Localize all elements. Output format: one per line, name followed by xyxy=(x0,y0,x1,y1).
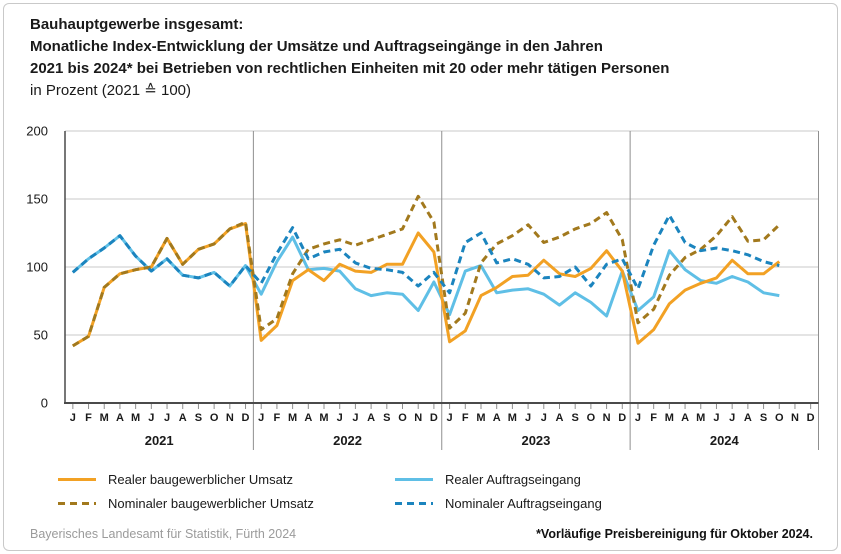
chart-title: Bauhauptgewerbe insgesamt: Monatliche In… xyxy=(30,14,820,102)
month-label: A xyxy=(556,412,564,424)
month-label: O xyxy=(587,412,596,424)
month-label: O xyxy=(775,412,784,424)
month-label: F xyxy=(274,412,281,424)
month-label: M xyxy=(476,412,485,424)
legend-item-nominaler-umsatz: Nominaler baugewerblicher Umsatz xyxy=(58,496,395,511)
month-label: J xyxy=(352,412,358,424)
series-line-0 xyxy=(72,222,781,348)
title-line-1: Bauhauptgewerbe insgesamt: xyxy=(30,16,244,33)
ytick-label-0: 0 xyxy=(41,396,48,411)
month-label: O xyxy=(210,412,219,424)
month-label: S xyxy=(760,412,767,424)
legend-label-realer-umsatz: Realer baugewerblicher Umsatz xyxy=(108,472,293,487)
month-label: S xyxy=(383,412,390,424)
month-label: D xyxy=(242,412,250,424)
title-line-4: in Prozent (2021 ≙ 100) xyxy=(30,82,191,99)
month-label: D xyxy=(618,412,626,424)
month-label: A xyxy=(681,412,689,424)
footer: Bayerisches Landesamt für Statistik, Für… xyxy=(30,527,813,541)
legend-swatch-dashed-blue xyxy=(395,502,433,505)
month-label: J xyxy=(70,412,76,424)
legend-item-nominaler-auftragseingang: Nominaler Auftragseingang xyxy=(395,496,602,511)
month-label: N xyxy=(226,412,234,424)
month-label: D xyxy=(807,412,815,424)
year-label-2021: 2021 xyxy=(145,433,174,448)
year-label-2022: 2022 xyxy=(333,433,362,448)
legend-label-realer-auftragseingang: Realer Auftragseingang xyxy=(445,472,581,487)
month-label: A xyxy=(493,412,501,424)
title-line-2: Monatliche Index-Entwicklung der Umsätze… xyxy=(30,38,603,55)
month-label: M xyxy=(319,412,328,424)
legend-swatch-dashed-brown xyxy=(58,502,96,505)
footer-source: Bayerisches Landesamt für Statistik, Für… xyxy=(30,527,297,541)
month-label: N xyxy=(791,412,799,424)
legend-item-realer-auftragseingang: Realer Auftragseingang xyxy=(395,472,602,487)
legend-swatch-solid-orange xyxy=(58,478,96,481)
month-label: M xyxy=(100,412,109,424)
year-label-2024: 2024 xyxy=(710,433,740,448)
month-label: F xyxy=(462,412,469,424)
month-label: N xyxy=(414,412,422,424)
series-line-2 xyxy=(71,234,780,318)
month-label: A xyxy=(179,412,187,424)
legend: Realer baugewerblicher Umsatz Realer Auf… xyxy=(58,472,602,511)
title-line-3: 2021 bis 2024* bei Betrieben von rechtli… xyxy=(30,60,670,77)
month-label: A xyxy=(744,412,752,424)
month-label: M xyxy=(508,412,517,424)
month-label: F xyxy=(650,412,657,424)
month-label: S xyxy=(572,412,579,424)
legend-label-nominaler-umsatz: Nominaler baugewerblicher Umsatz xyxy=(108,496,314,511)
ytick-label-50: 50 xyxy=(34,328,48,343)
month-label: J xyxy=(148,412,154,424)
ytick-label-100: 100 xyxy=(26,260,48,275)
series-line-1 xyxy=(72,194,781,348)
month-label: J xyxy=(258,412,264,424)
legend-label-nominaler-auftragseingang: Nominaler Auftragseingang xyxy=(445,496,602,511)
month-label: J xyxy=(447,412,453,424)
month-label: M xyxy=(665,412,674,424)
ytick-label-200: 200 xyxy=(26,124,48,139)
month-label: A xyxy=(367,412,375,424)
month-label: J xyxy=(729,412,735,424)
month-label: S xyxy=(195,412,202,424)
month-label: M xyxy=(288,412,297,424)
series-line-3 xyxy=(71,213,780,295)
month-label: N xyxy=(603,412,611,424)
month-label: A xyxy=(304,412,312,424)
month-label: A xyxy=(116,412,124,424)
ytick-label-150: 150 xyxy=(26,192,48,207)
month-label: F xyxy=(85,412,92,424)
month-label: M xyxy=(696,412,705,424)
month-label: J xyxy=(164,412,170,424)
footer-footnote: *Vorläufige Preisbereinigung für Oktober… xyxy=(536,527,813,541)
legend-item-realer-umsatz: Realer baugewerblicher Umsatz xyxy=(58,472,395,487)
month-label: J xyxy=(541,412,547,424)
month-label: J xyxy=(525,412,531,424)
legend-swatch-solid-lightblue xyxy=(395,478,433,481)
month-label: O xyxy=(398,412,407,424)
month-label: J xyxy=(713,412,719,424)
month-label: J xyxy=(635,412,641,424)
month-label: D xyxy=(430,412,438,424)
year-label-2023: 2023 xyxy=(521,433,550,448)
month-label: J xyxy=(337,412,343,424)
month-label: M xyxy=(131,412,140,424)
